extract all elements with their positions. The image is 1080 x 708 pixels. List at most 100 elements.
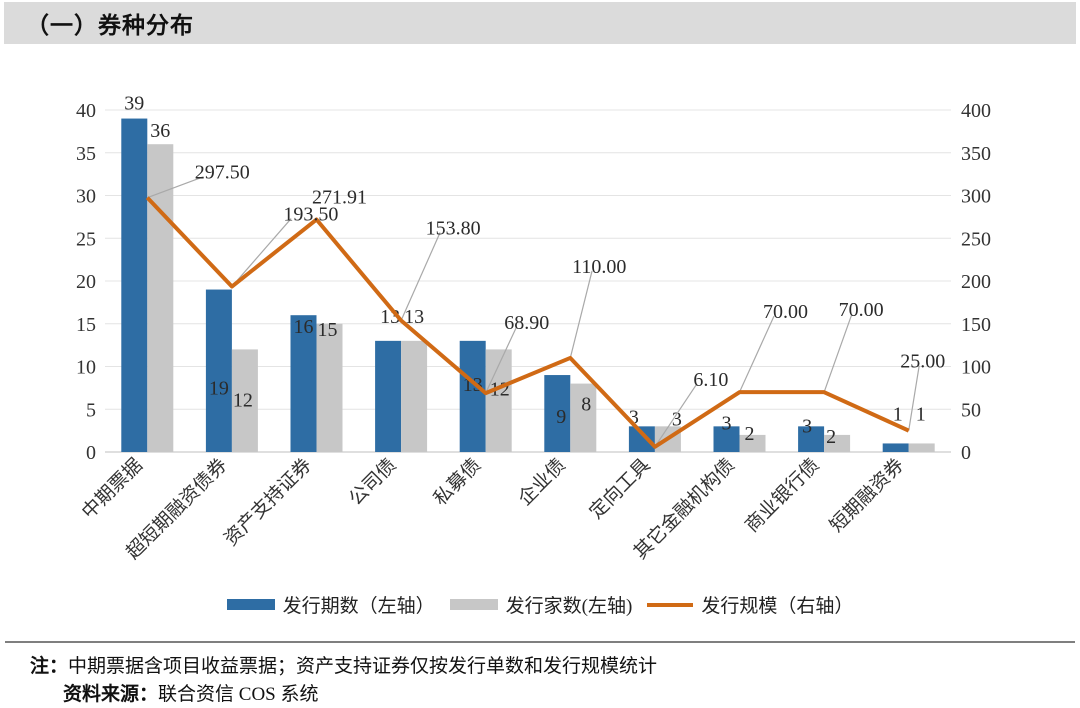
left-axis-tick: 30 xyxy=(76,186,96,208)
line-value-label: 70.00 xyxy=(839,299,884,321)
bar-periods xyxy=(375,340,402,452)
x-axis-label: 企业债 xyxy=(514,454,570,510)
right-axis-tick: 350 xyxy=(961,143,991,165)
right-axis-tick: 150 xyxy=(961,314,991,336)
x-axis-label: 私募债 xyxy=(429,454,485,510)
note-label: 注： xyxy=(30,656,69,677)
bar-value-label: 39 xyxy=(124,93,144,115)
bar-value-label: 3 xyxy=(722,412,732,434)
right-axis-tick: 200 xyxy=(961,271,991,293)
bar-issuers xyxy=(908,443,935,452)
bar-value-label: 15 xyxy=(318,319,338,341)
page-title: （一）券种分布 xyxy=(26,13,194,38)
bar-periods xyxy=(459,340,486,452)
chart-legend: 发行期数（左轴） 发行家数(左轴) 发行规模（右轴） xyxy=(0,591,1080,618)
right-axis-tick: 50 xyxy=(961,399,981,421)
bar-issuers xyxy=(231,349,258,452)
line-value-label: 193.50 xyxy=(283,204,338,226)
label-leader-line xyxy=(231,218,292,287)
bar-issuers xyxy=(147,144,174,452)
chart-note: 注：中期票据含项目收益票据；资产支持证券仅按发行单数和发行规模统计 xyxy=(30,651,657,678)
left-axis-tick: 5 xyxy=(86,399,96,421)
bar-value-label: 1 xyxy=(916,403,926,425)
bar-periods xyxy=(713,426,740,452)
label-leader-line xyxy=(654,383,698,448)
bar-value-label: 3 xyxy=(802,415,812,437)
left-axis-tick: 0 xyxy=(86,442,96,464)
label-leader-line xyxy=(485,326,517,394)
source-text: 联合资信 COS 系统 xyxy=(158,684,319,705)
line-value-label: 110.00 xyxy=(572,256,626,278)
legend-swatch-orange-line xyxy=(647,602,694,607)
bar-value-label: 8 xyxy=(581,394,591,416)
x-axis-label: 短期融资券 xyxy=(825,454,908,537)
legend-item-periods: 发行期数（左轴） xyxy=(226,591,435,618)
bar-value-label: 3 xyxy=(672,408,682,430)
line-value-label: 297.50 xyxy=(195,162,250,184)
bar-value-label: 16 xyxy=(294,316,314,338)
line-value-label: 25.00 xyxy=(900,351,945,373)
chart-canvas: 0510152025303540050100150200250300350400… xyxy=(76,93,991,564)
x-axis-label: 定向工具 xyxy=(585,454,654,523)
bar-value-label: 36 xyxy=(150,120,170,142)
bar-issuers xyxy=(316,323,343,452)
bar-issuers xyxy=(739,434,766,452)
source-label: 资料来源： xyxy=(63,684,159,705)
bar-periods xyxy=(290,315,317,452)
bar-periods xyxy=(882,443,909,452)
bar-periods xyxy=(544,375,571,452)
chart-source: 资料来源：联合资信 COS 系统 xyxy=(63,679,318,706)
bar-value-label: 2 xyxy=(826,426,836,448)
x-axis-label: 公司债 xyxy=(345,454,401,510)
x-axis-label: 中期票据 xyxy=(78,454,147,523)
bar-periods xyxy=(121,118,148,453)
bar-value-label: 13 xyxy=(404,306,424,328)
left-axis-tick: 10 xyxy=(76,357,96,379)
note-text: 中期票据含项目收益票据；资产支持证券仅按发行单数和发行规模统计 xyxy=(68,656,658,677)
legend-swatch-gray-bar xyxy=(449,599,498,610)
right-axis-tick: 400 xyxy=(961,100,991,122)
bar-value-label: 1 xyxy=(893,403,903,425)
right-axis-tick: 0 xyxy=(961,442,971,464)
bar-value-label: 12 xyxy=(233,389,253,411)
label-leader-line xyxy=(147,176,204,199)
label-leader-line xyxy=(908,365,920,431)
label-leader-line xyxy=(400,232,441,321)
bar-periods xyxy=(628,426,655,452)
divider-line xyxy=(5,641,1075,643)
bar-value-label: 9 xyxy=(556,406,566,428)
legend-label: 发行家数(左轴) xyxy=(505,596,633,617)
label-leader-line xyxy=(738,315,775,393)
line-value-label: 6.10 xyxy=(693,369,728,391)
x-axis-label: 资产支持证券 xyxy=(220,454,316,550)
line-value-label: 70.00 xyxy=(763,301,808,323)
legend-label: 发行规模（右轴） xyxy=(701,596,854,617)
bar-issuers xyxy=(401,340,428,452)
x-axis-label: 商业银行债 xyxy=(741,454,824,537)
bar-periods xyxy=(798,426,825,452)
line-value-label: 271.91 xyxy=(312,187,367,209)
left-axis-tick: 40 xyxy=(76,100,96,122)
bar-periods xyxy=(205,289,232,452)
left-axis-tick: 20 xyxy=(76,271,96,293)
legend-swatch-blue-bar xyxy=(226,599,275,610)
bar-value-label: 3 xyxy=(629,406,639,428)
line-value-label: 68.90 xyxy=(504,312,549,334)
line-value-label: 153.80 xyxy=(426,218,481,240)
bar-issuers xyxy=(570,383,597,452)
label-leader-line xyxy=(569,270,593,359)
label-leader-line xyxy=(823,313,853,393)
legend-item-issuers: 发行家数(左轴) xyxy=(449,591,633,618)
issuance-scale-line xyxy=(145,196,910,449)
bar-issuers xyxy=(824,434,851,452)
right-axis-tick: 250 xyxy=(961,228,991,250)
bar-value-label: 19 xyxy=(209,378,229,400)
section-header: （一）券种分布 xyxy=(4,2,1076,44)
legend-item-scale: 发行规模（右轴） xyxy=(647,591,853,618)
right-axis-tick: 300 xyxy=(961,186,991,208)
bar-value-label: 2 xyxy=(745,423,755,445)
left-axis-tick: 15 xyxy=(76,314,96,336)
right-axis-tick: 100 xyxy=(961,357,991,379)
left-axis-tick: 35 xyxy=(76,143,96,165)
